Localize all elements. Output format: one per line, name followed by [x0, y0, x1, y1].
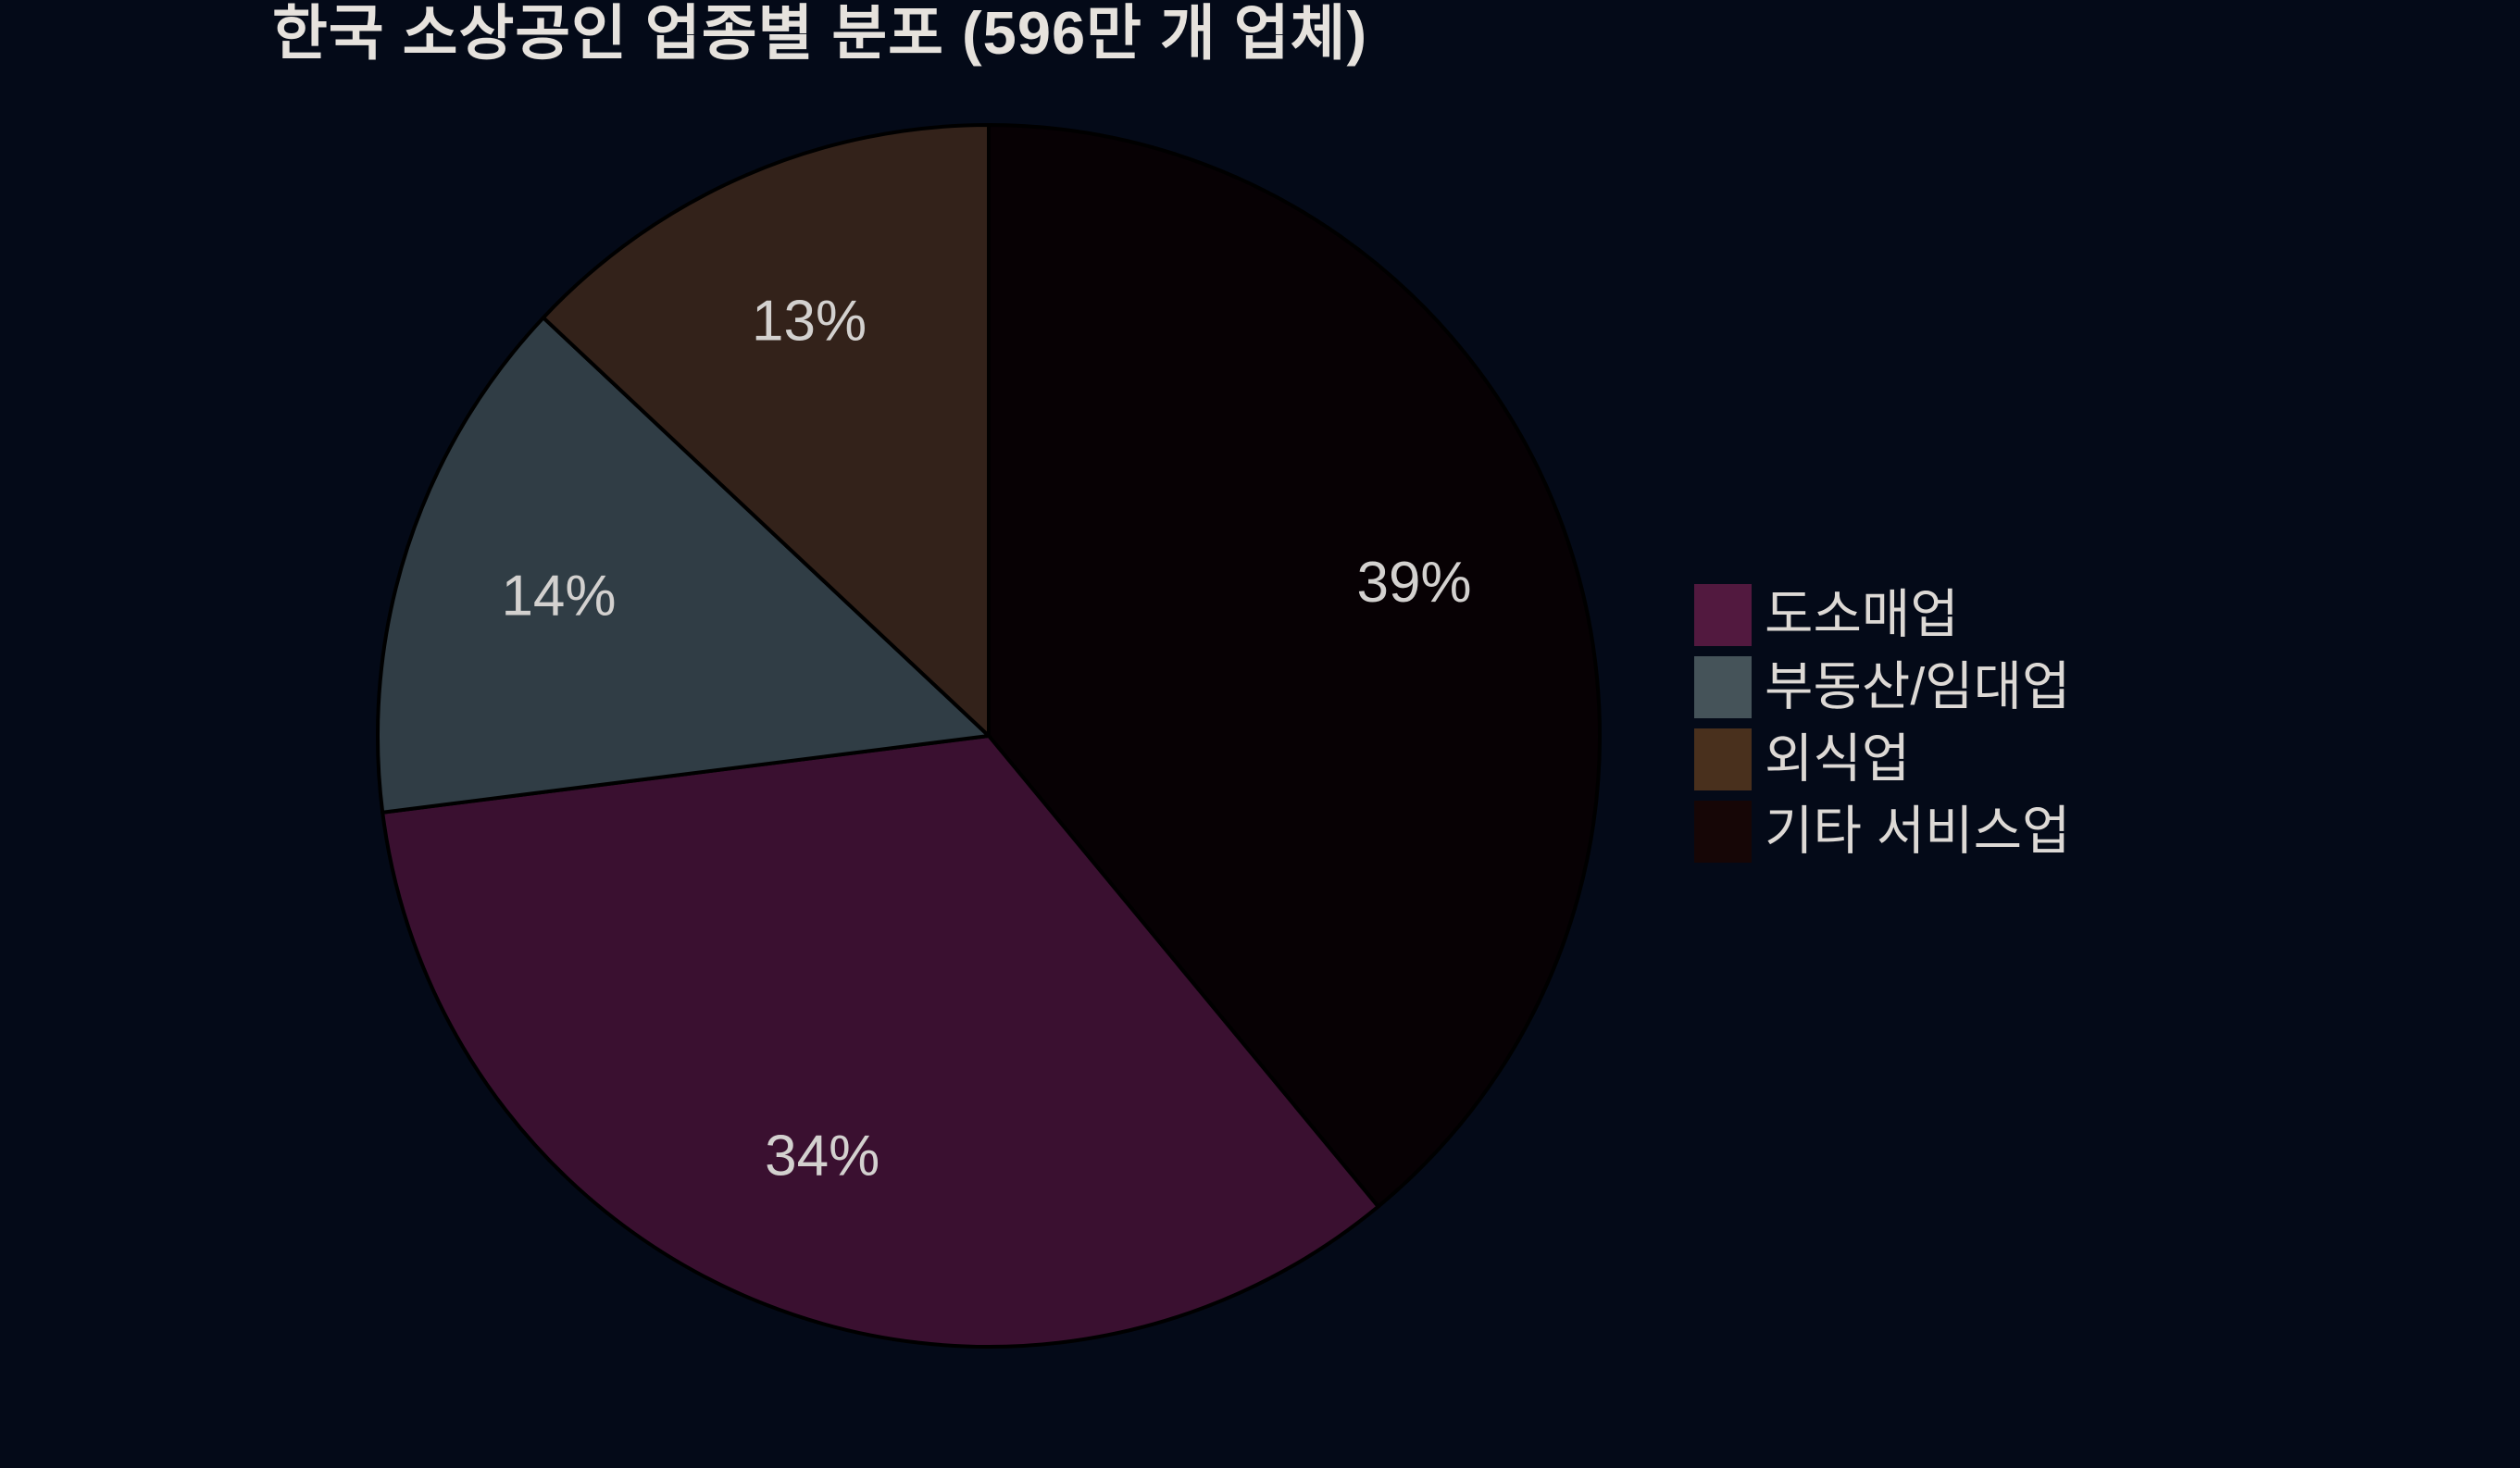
pie-slice-외식업 — [541, 123, 991, 738]
legend-label: 도소매업 — [1765, 585, 1959, 644]
legend-label: 부동산/임대업 — [1765, 657, 2071, 716]
legend-swatch-icon — [1694, 728, 1752, 790]
pie-percent-label-외식업: 13% — [752, 289, 867, 353]
legend-item-외식업: 외식업 — [1694, 728, 2070, 790]
pie-percent-label-부동산/임대업: 14% — [501, 565, 616, 628]
chart-title: 한국 소상공인 업종별 분포 (596만 개 업체) — [272, 0, 1368, 67]
pie-slice-부동산/임대업 — [376, 316, 991, 815]
pie-percent-label-도소매업: 34% — [765, 1125, 880, 1188]
pie-percent-label-기타 서비스업: 39% — [1356, 551, 1471, 615]
legend-swatch-icon — [1694, 584, 1752, 646]
legend-item-기타 서비스업: 기타 서비스업 — [1694, 801, 2070, 863]
legend-item-부동산/임대업: 부동산/임대업 — [1694, 656, 2070, 718]
legend-label: 기타 서비스업 — [1765, 802, 2071, 861]
legend-swatch-icon — [1694, 801, 1752, 863]
pie-slice-기타 서비스업 — [987, 123, 1602, 1209]
legend-label: 외식업 — [1765, 729, 1911, 789]
pie-slice-도소매업 — [380, 734, 1380, 1349]
legend-item-도소매업: 도소매업 — [1694, 584, 2070, 646]
legend-swatch-icon — [1694, 656, 1752, 718]
